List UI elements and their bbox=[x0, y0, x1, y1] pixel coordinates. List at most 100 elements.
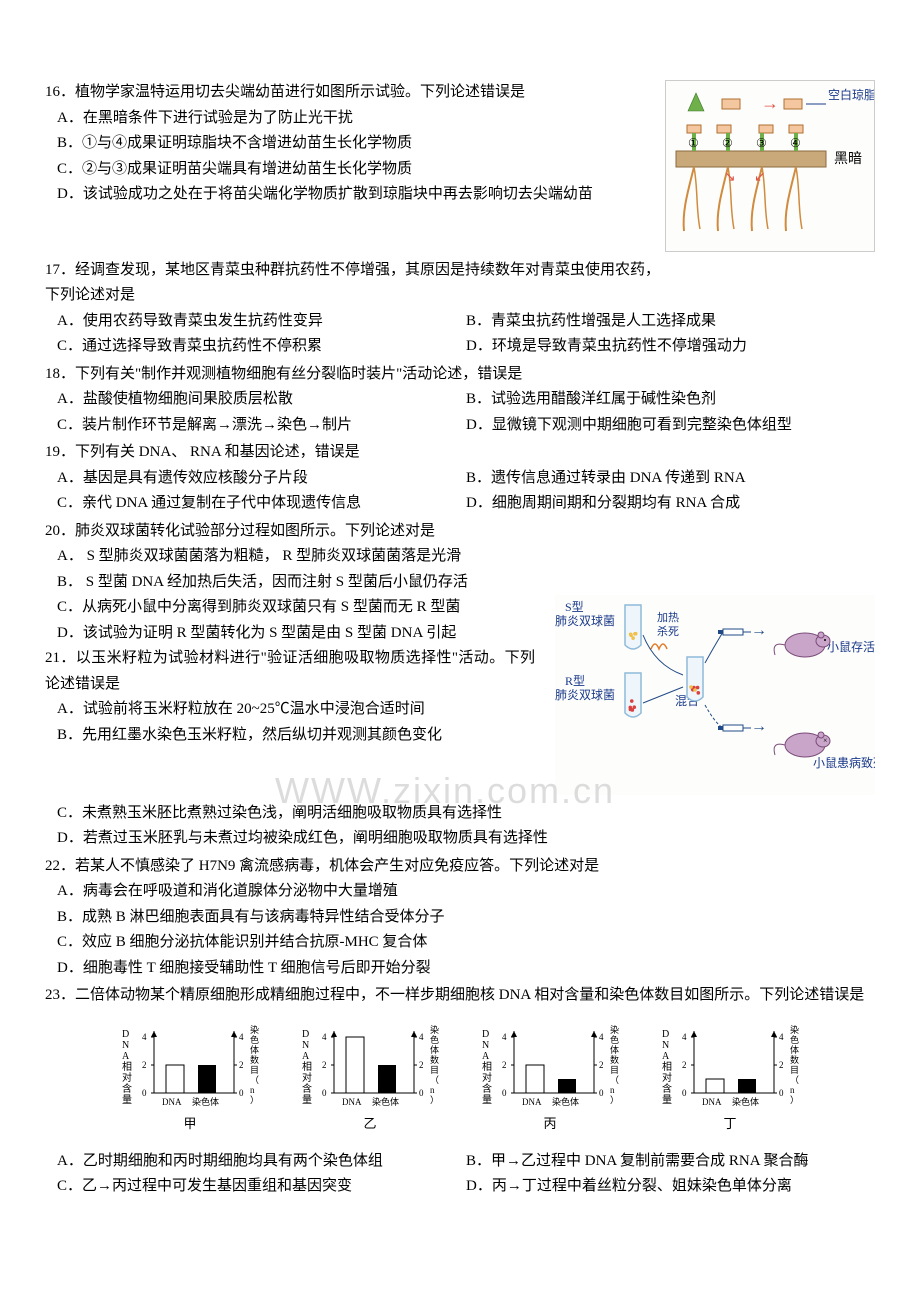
q17-stem: 17．经调查发现，某地区青菜虫种群抗药性不停增强，其原因是持续数年对青菜虫使用农… bbox=[45, 258, 875, 284]
q23-option-c: C．乙→丙过程中可发生基因重组和基因突变 bbox=[57, 1174, 466, 1200]
q17-option-c: C．通过选择导致青菜虫抗药性不停积累 bbox=[57, 334, 466, 360]
svg-text:量: 量 bbox=[662, 1094, 672, 1106]
question-23: 23．二倍体动物某个精原细胞形成精细胞过程中，不一样步期细胞核 DNA 相对含量… bbox=[45, 983, 875, 1200]
question-16: →空白琼脂块黑暗①②↘③↙④ 16．植物学家温特运用切去尖端幼苗进行如图所示试验… bbox=[45, 80, 875, 256]
svg-text:→: → bbox=[751, 622, 767, 639]
svg-text:n: n bbox=[790, 1085, 795, 1095]
svg-text:n: n bbox=[610, 1085, 615, 1095]
svg-text:相: 相 bbox=[122, 1060, 132, 1073]
q23-option-b: B．甲→乙过程中 DNA 复制前需要合成 RNA 聚合酶 bbox=[466, 1149, 875, 1175]
svg-text:A: A bbox=[482, 1051, 490, 1062]
question-18: 18．下列有关"制作并观测植物细胞有丝分裂临时装片"活动论述，错误是 A．盐酸使… bbox=[45, 362, 875, 439]
q22-option-a: A．病毒会在呼吸道和消化道腺体分泌物中大量增殖 bbox=[45, 879, 875, 905]
q18-option-b: B．试验选用醋酸洋红属于碱性染色剂 bbox=[466, 387, 875, 413]
q20-option-a: A． S 型肺炎双球菌菌落为粗糙， R 型肺炎双球菌菌落是光滑 bbox=[45, 544, 875, 570]
svg-text:D: D bbox=[302, 1029, 309, 1040]
q19-option-a: A．基因是具有遗传效应核酸分子片段 bbox=[57, 466, 466, 492]
svg-text:A: A bbox=[122, 1051, 130, 1062]
svg-text:②: ② bbox=[722, 136, 733, 150]
svg-text:空白琼脂块: 空白琼脂块 bbox=[828, 87, 874, 102]
q21-option-a: A．试验前将玉米籽粒放在 20~25℃温水中浸泡合适时间 bbox=[45, 697, 535, 723]
svg-text:↘: ↘ bbox=[724, 170, 736, 185]
svg-text:4: 4 bbox=[142, 1032, 147, 1042]
svg-text:③: ③ bbox=[756, 136, 767, 150]
svg-text:2: 2 bbox=[419, 1060, 424, 1070]
q17-sub: 下列论述对是 bbox=[45, 283, 875, 309]
svg-text:杀死: 杀死 bbox=[657, 624, 679, 638]
svg-text:→: → bbox=[761, 93, 779, 113]
svg-text:DNA: DNA bbox=[522, 1097, 542, 1107]
svg-text:4: 4 bbox=[682, 1032, 687, 1042]
svg-text:加热: 加热 bbox=[657, 611, 679, 624]
svg-text:量: 量 bbox=[482, 1094, 492, 1106]
chart-caption: 丁 bbox=[723, 1113, 736, 1135]
svg-text:肺炎双球菌: 肺炎双球菌 bbox=[555, 614, 615, 628]
svg-text:④: ④ bbox=[790, 136, 801, 150]
q22-option-b: B．成熟 B 淋巴细胞表面具有与该病毒特异性结合受体分子 bbox=[45, 905, 875, 931]
svg-text:染色体: 染色体 bbox=[372, 1096, 399, 1107]
q22-option-d: D．细胞毒性 T 细胞接受辅助性 T 细胞信号后即开始分裂 bbox=[45, 956, 875, 982]
svg-text:对: 对 bbox=[302, 1071, 312, 1084]
question-19: 19．下列有关 DNA、 RNA 和基因论述，错误是 A．基因是具有遗传效应核酸… bbox=[45, 440, 875, 517]
svg-text:2: 2 bbox=[502, 1060, 507, 1070]
svg-text:含: 含 bbox=[482, 1082, 492, 1095]
svg-text:4: 4 bbox=[779, 1032, 784, 1042]
question-20: 20．肺炎双球菌转化试验部分过程如图所示。下列论述对是 A． S 型肺炎双球菌菌… bbox=[45, 519, 875, 799]
svg-text:N: N bbox=[122, 1040, 129, 1051]
svg-text:0: 0 bbox=[322, 1088, 327, 1098]
q21-stem: 21．以玉米籽粒为试验材料进行"验证活细胞吸取物质选择性"活动。下列论述错误是 bbox=[45, 646, 535, 697]
svg-text:体: 体 bbox=[250, 1044, 259, 1055]
svg-text:数: 数 bbox=[790, 1054, 799, 1065]
question-22: 22．若某人不慎感染了 H7N9 禽流感病毒，机体会产生对应免疫应答。下列论述对… bbox=[45, 854, 875, 982]
svg-text:体: 体 bbox=[610, 1044, 619, 1055]
svg-text:N: N bbox=[662, 1040, 669, 1051]
chart-caption: 乙 bbox=[363, 1113, 376, 1135]
svg-text:目: 目 bbox=[430, 1065, 439, 1075]
q17-option-a: A．使用农药导致青菜虫发生抗药性变异 bbox=[57, 309, 466, 335]
q17-option-b: B．青菜虫抗药性增强是人工选择成果 bbox=[466, 309, 875, 335]
svg-text:2: 2 bbox=[779, 1060, 784, 1070]
svg-text:2: 2 bbox=[239, 1060, 244, 1070]
svg-text:4: 4 bbox=[502, 1032, 507, 1042]
svg-text:染: 染 bbox=[250, 1024, 259, 1035]
svg-text:→: → bbox=[751, 718, 767, 735]
svg-text:↙: ↙ bbox=[754, 170, 766, 185]
svg-text:4: 4 bbox=[239, 1032, 244, 1042]
svg-text:0: 0 bbox=[599, 1088, 604, 1098]
svg-text:染: 染 bbox=[610, 1024, 619, 1035]
svg-text:相: 相 bbox=[482, 1060, 492, 1073]
svg-text:S型: S型 bbox=[565, 600, 584, 614]
svg-text:染: 染 bbox=[430, 1024, 439, 1035]
q18-stem: 18．下列有关"制作并观测植物细胞有丝分裂临时装片"活动论述，错误是 bbox=[45, 362, 875, 388]
svg-text:小鼠患病致死: 小鼠患病致死 bbox=[813, 755, 875, 770]
svg-text:对: 对 bbox=[122, 1071, 132, 1084]
question-21b: C．未煮熟玉米胚比煮熟过染色浅，阐明活细胞吸取物质具有选择性 D．若煮过玉米胚乳… bbox=[45, 801, 875, 852]
svg-text:×: × bbox=[823, 736, 828, 745]
q21-option-b: B．先用红墨水染色玉米籽粒，然后纵切并观测其颜色变化 bbox=[45, 723, 535, 749]
svg-text:）: ） bbox=[790, 1095, 799, 1105]
svg-text:含: 含 bbox=[302, 1082, 312, 1095]
svg-text:0: 0 bbox=[682, 1088, 687, 1098]
svg-text:4: 4 bbox=[599, 1032, 604, 1042]
svg-text:A: A bbox=[662, 1051, 670, 1062]
svg-text:（: （ bbox=[610, 1075, 619, 1085]
svg-text:染: 染 bbox=[790, 1024, 799, 1035]
question-17: 17．经调查发现，某地区青菜虫种群抗药性不停增强，其原因是持续数年对青菜虫使用农… bbox=[45, 258, 875, 360]
q23-option-a: A．乙时期细胞和丙时期细胞均具有两个染色体组 bbox=[57, 1149, 466, 1175]
figure-q23-charts: DNA相对含量染色体数目（n）002244DNA染色体甲DNA相对含量染色体数目… bbox=[45, 1021, 875, 1135]
chart-甲: DNA相对含量染色体数目（n）002244DNA染色体甲 bbox=[120, 1021, 260, 1135]
chart-丙: DNA相对含量染色体数目（n）002244DNA染色体丙 bbox=[480, 1021, 620, 1135]
chart-乙: DNA相对含量染色体数目（n）002244DNA染色体乙 bbox=[300, 1021, 440, 1135]
svg-text:0: 0 bbox=[502, 1088, 507, 1098]
svg-text:数: 数 bbox=[610, 1054, 619, 1065]
q19-option-d: D．细胞周期间期和分裂期均有 RNA 合成 bbox=[466, 491, 875, 517]
svg-text:DNA: DNA bbox=[162, 1097, 182, 1107]
svg-text:n: n bbox=[250, 1085, 255, 1095]
q18-option-c: C．装片制作环节是解离→漂洗→染色→制片 bbox=[57, 413, 466, 439]
svg-text:D: D bbox=[482, 1029, 489, 1040]
q19-option-c: C．亲代 DNA 通过复制在子代中体现遗传信息 bbox=[57, 491, 466, 517]
svg-text:N: N bbox=[302, 1040, 309, 1051]
svg-text:2: 2 bbox=[599, 1060, 604, 1070]
svg-text:目: 目 bbox=[610, 1065, 619, 1075]
svg-text:小鼠存活: 小鼠存活 bbox=[827, 640, 875, 654]
